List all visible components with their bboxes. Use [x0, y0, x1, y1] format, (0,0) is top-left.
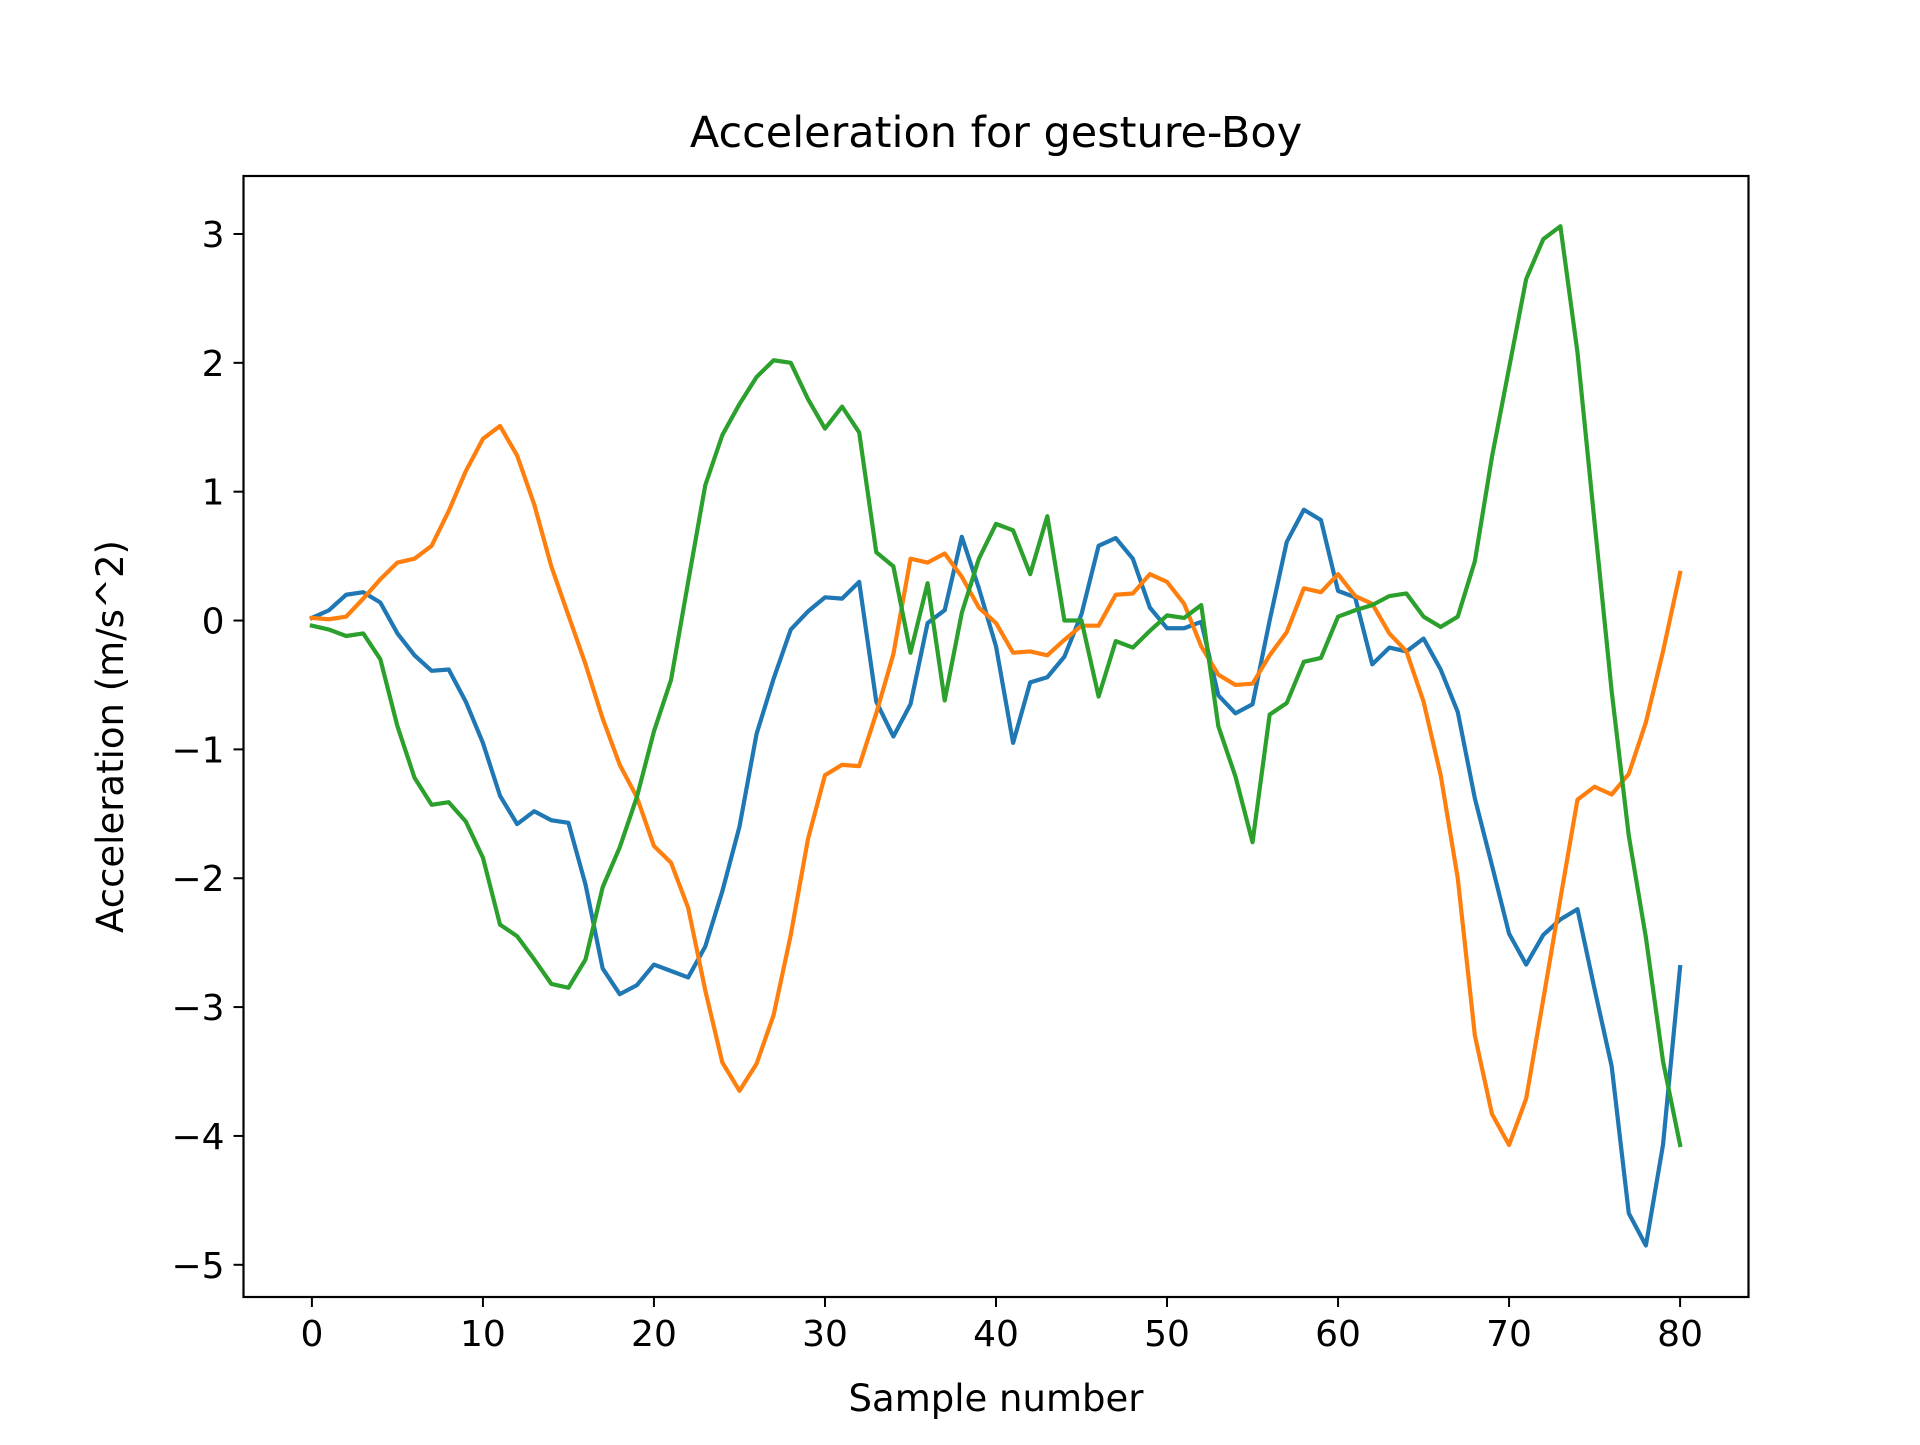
x-tick-label: 30: [802, 1314, 848, 1355]
y-axis-label: Acceleration (m/s^2): [89, 540, 132, 933]
y-tick-label: 1: [202, 473, 225, 514]
x-tick-label: 50: [1144, 1314, 1190, 1355]
chart-title: Acceleration for gesture-Boy: [690, 108, 1302, 158]
series-line-2: [309, 423, 1683, 1148]
x-tick-label: 40: [973, 1314, 1019, 1355]
y-tick-label: −4: [171, 1117, 224, 1158]
plot-frame: [242, 174, 1750, 1299]
y-tick-label: 2: [202, 344, 225, 385]
series-layer: [309, 224, 1683, 1248]
x-axis-label: Sample number: [849, 1377, 1145, 1420]
series-line-1: [309, 507, 1683, 1248]
y-tick-label: −1: [171, 730, 224, 771]
y-tick-label: 3: [202, 215, 225, 256]
y-tick-label: −2: [171, 859, 224, 900]
x-tick-label: 20: [631, 1314, 677, 1355]
series-line-3: [309, 224, 1683, 1148]
y-tick-label: 0: [202, 602, 225, 643]
x-tick-label: 0: [300, 1314, 323, 1355]
x-tick-label: 80: [1657, 1314, 1703, 1355]
x-tick-label: 10: [460, 1314, 506, 1355]
y-tick-label: −5: [171, 1246, 224, 1287]
x-tick-label: 70: [1486, 1314, 1532, 1355]
y-tick-label: −3: [171, 988, 224, 1029]
x-tick-label: 60: [1315, 1314, 1361, 1355]
